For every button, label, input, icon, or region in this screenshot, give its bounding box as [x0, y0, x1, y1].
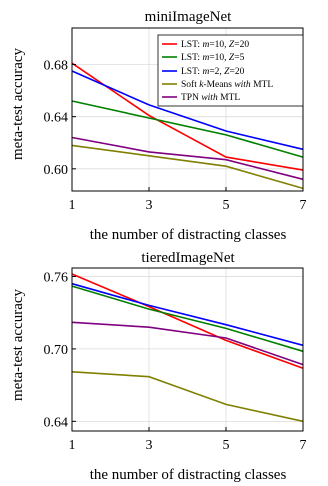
- axis-ticks: 1 3 5 7 0.64 0.70 0.76: [44, 270, 307, 453]
- legend: LST: m=10, Z=20 LST: m=10, Z=5 LST: m=2,…: [157, 34, 304, 107]
- legend-entry: LST: m=2, Z=20: [162, 67, 245, 77]
- legend-entry: Soft k-Means with MTL: [162, 79, 273, 90]
- series-line: [71, 136, 304, 181]
- legend-label: LST: m=2, Z=20: [181, 67, 245, 77]
- y-tick-label: 0.60: [44, 163, 69, 178]
- x-tick-label: 1: [69, 438, 76, 453]
- legend-entry: LST: m=10, Z=20: [162, 40, 249, 50]
- y-tick-label: 0.64: [44, 111, 69, 126]
- legend-label: LST: m=10, Z=20: [181, 40, 249, 50]
- series-line: [71, 273, 304, 369]
- x-tick-label: 7: [300, 198, 307, 213]
- chart-title: miniImageNet: [145, 9, 232, 25]
- series-line: [71, 100, 304, 158]
- series-group: [71, 62, 304, 190]
- plot-frame: [71, 27, 304, 192]
- series-line: [71, 282, 304, 347]
- x-tick-label: 5: [223, 438, 230, 453]
- series-line: [71, 285, 304, 353]
- series-line: [71, 371, 304, 423]
- chart-mini-imagenet: miniImageNet meta-test accuracy the numb…: [10, 9, 307, 243]
- chart-title: tieredImageNet: [141, 250, 235, 266]
- legend-entry: TPN with MTL: [162, 93, 240, 103]
- x-tick-label: 5: [223, 198, 230, 213]
- y-tick-label: 0.70: [44, 343, 69, 358]
- y-axis-label: meta-test accuracy: [10, 47, 26, 160]
- y-tick-label: 0.68: [44, 59, 69, 74]
- x-axis-label: the number of distracting classes: [90, 467, 287, 483]
- legend-label: Soft k-Means with MTL: [181, 79, 273, 90]
- series-line: [71, 144, 304, 190]
- plot-frame: [71, 267, 304, 432]
- legend-label: LST: m=10, Z=5: [181, 53, 245, 63]
- series-line: [71, 321, 304, 366]
- axis-ticks: 1 3 5 7 0.60 0.64 0.68: [44, 59, 307, 213]
- chart-tiered-imagenet: tieredImageNet meta-test accuracy the nu…: [10, 250, 307, 483]
- grid: [71, 268, 304, 431]
- y-tick-label: 0.76: [44, 270, 69, 285]
- y-tick-label: 0.64: [44, 415, 69, 430]
- legend-entry: LST: m=10, Z=5: [162, 53, 245, 63]
- series-line: [71, 70, 304, 151]
- x-tick-label: 7: [300, 438, 307, 453]
- series-line: [71, 62, 304, 171]
- legend-box: [157, 34, 304, 107]
- x-tick-label: 3: [146, 438, 153, 453]
- x-tick-label: 3: [146, 198, 153, 213]
- series-group: [71, 273, 304, 423]
- x-axis-label: the number of distracting classes: [90, 227, 287, 243]
- x-tick-label: 1: [69, 198, 76, 213]
- y-axis-label: meta-test accuracy: [10, 288, 26, 401]
- legend-label: TPN with MTL: [181, 93, 240, 103]
